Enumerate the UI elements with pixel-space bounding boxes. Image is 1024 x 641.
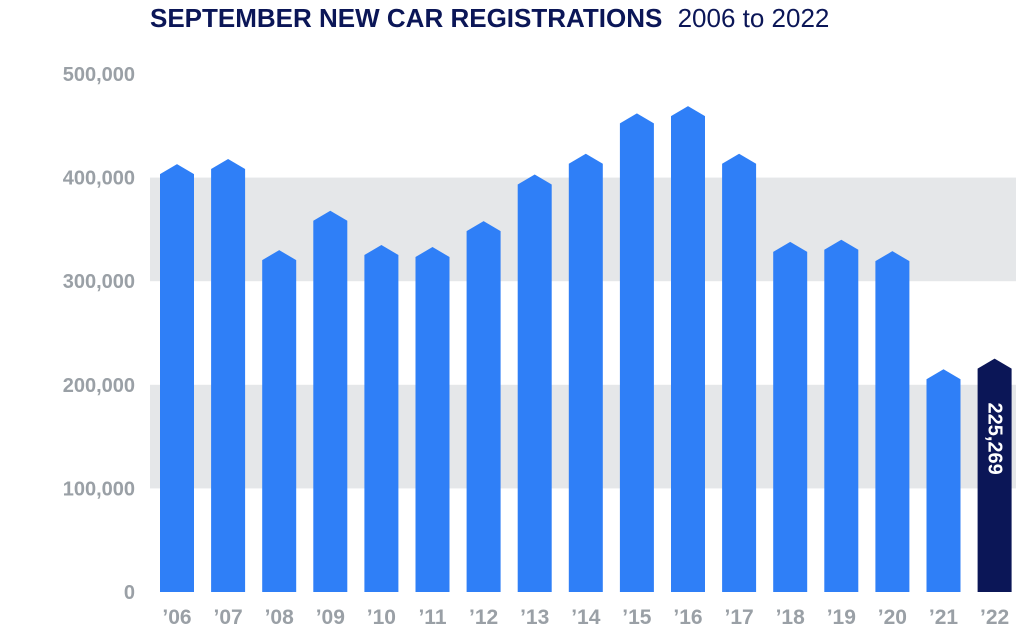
bar bbox=[619, 113, 654, 593]
x-tick-label: ’18 bbox=[776, 606, 806, 629]
bar bbox=[568, 153, 603, 592]
bar bbox=[466, 221, 501, 592]
y-tick-label: 100,000 bbox=[63, 478, 135, 500]
x-tick-label: ’17 bbox=[724, 606, 753, 629]
bar bbox=[313, 210, 348, 592]
chart-title: SEPTEMBER NEW CAR REGISTRATIONS 2006 to … bbox=[150, 3, 829, 33]
bar bbox=[211, 158, 246, 592]
chart-title-bold: SEPTEMBER NEW CAR REGISTRATIONS bbox=[150, 3, 662, 33]
x-tick-label: ’12 bbox=[469, 606, 498, 629]
x-axis: ’06 ’07 ’08 ’09 ’10 ’11 ’12 ’13 ’14 ’15 ’16 ’17 ’18 ’… bbox=[162, 606, 1009, 629]
bar bbox=[824, 239, 859, 592]
bar bbox=[415, 247, 450, 592]
y-tick-label: 500,000 bbox=[63, 64, 135, 86]
x-tick-label: ’10 bbox=[367, 606, 396, 629]
bar bbox=[160, 164, 194, 592]
bar bbox=[977, 358, 1012, 592]
y-tick-label: 300,000 bbox=[63, 271, 135, 293]
x-tick-label: ’21 bbox=[929, 606, 959, 629]
data-labels: 225,269 bbox=[984, 402, 1006, 474]
bar bbox=[875, 251, 910, 592]
data-label: 225,269 bbox=[984, 402, 1006, 474]
x-tick-label: ’19 bbox=[827, 606, 856, 629]
y-axis: 0 100,000 200,000 300,000 400,000 500,000 bbox=[63, 64, 135, 604]
x-tick-label: ’14 bbox=[571, 606, 601, 629]
bar bbox=[517, 174, 552, 592]
chart-title-rest: 2006 to 2022 bbox=[678, 3, 830, 33]
bar bbox=[364, 244, 399, 592]
x-tick-label: ’07 bbox=[213, 606, 242, 629]
x-tick-label: ’16 bbox=[673, 606, 702, 629]
x-tick-label: ’09 bbox=[316, 606, 345, 629]
bar bbox=[262, 250, 297, 592]
y-tick-label: 200,000 bbox=[63, 375, 135, 397]
bar bbox=[722, 153, 757, 592]
x-tick-label: ’08 bbox=[265, 606, 295, 629]
x-tick-label: ’13 bbox=[520, 606, 549, 629]
bar bbox=[926, 369, 961, 592]
x-tick-label: ’11 bbox=[418, 606, 446, 629]
bars-group bbox=[160, 106, 1012, 593]
x-tick-label: ’20 bbox=[878, 606, 907, 629]
x-tick-label: ’06 bbox=[162, 606, 191, 629]
y-tick-label: 0 bbox=[124, 582, 135, 604]
x-tick-label: ’22 bbox=[980, 606, 1009, 629]
bar bbox=[671, 106, 705, 592]
bar bbox=[773, 241, 808, 592]
x-tick-label: ’15 bbox=[622, 606, 652, 629]
y-tick-label: 400,000 bbox=[63, 168, 135, 190]
